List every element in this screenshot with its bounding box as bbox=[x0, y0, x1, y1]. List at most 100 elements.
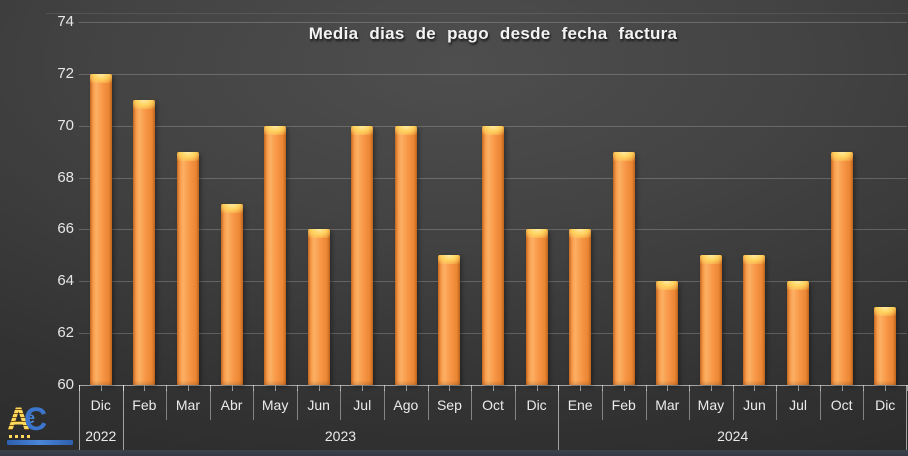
bar-ago-2023[interactable] bbox=[395, 126, 417, 385]
x-axis-tick bbox=[384, 385, 385, 391]
x-axis-tick bbox=[885, 385, 886, 391]
x-axis-month-label: Mar bbox=[175, 397, 200, 413]
x-axis-tick bbox=[624, 385, 625, 391]
bar-ene-2024[interactable] bbox=[569, 229, 591, 385]
x-axis-tick bbox=[471, 385, 472, 391]
y-axis-label-64: 64 bbox=[57, 272, 74, 289]
x-axis-month-label: Jul bbox=[353, 397, 372, 413]
x-axis-tick bbox=[537, 385, 538, 391]
x-axis-tick bbox=[667, 385, 668, 391]
month-separator bbox=[253, 390, 254, 420]
bar-mar-2023[interactable] bbox=[177, 152, 199, 385]
month-separator bbox=[863, 390, 864, 420]
y-axis-label-62: 62 bbox=[57, 324, 74, 341]
year-separator bbox=[558, 385, 559, 451]
x-axis-month-label: Abr bbox=[220, 397, 243, 413]
x-axis-tick bbox=[820, 385, 821, 391]
bottom-edge-strip bbox=[0, 450, 908, 456]
logo-letter-e: e bbox=[26, 410, 36, 427]
x-axis-tick bbox=[776, 385, 777, 391]
month-separator bbox=[384, 390, 385, 420]
x-axis-tick bbox=[733, 385, 734, 391]
x-axis-tick bbox=[232, 385, 233, 391]
x-axis-year-label-2024: 2024 bbox=[717, 428, 749, 444]
bar-oct-2023[interactable] bbox=[482, 126, 504, 385]
x-axis-tick bbox=[798, 385, 799, 391]
x-axis-month-label: May bbox=[261, 397, 289, 413]
x-axis-tick bbox=[210, 385, 211, 391]
bar-feb-2023[interactable] bbox=[133, 100, 155, 385]
month-separator bbox=[166, 390, 167, 420]
x-axis-month-label: Feb bbox=[132, 397, 157, 413]
x-axis-tick bbox=[646, 385, 647, 391]
x-axis-tick bbox=[580, 385, 581, 391]
month-separator bbox=[689, 390, 690, 420]
month-separator bbox=[428, 390, 429, 420]
bar-dic-2023[interactable] bbox=[526, 229, 548, 385]
month-separator bbox=[297, 390, 298, 420]
bar-sep-2023[interactable] bbox=[438, 255, 460, 385]
y-axis-label-70: 70 bbox=[57, 117, 74, 134]
bar-abr-2023[interactable] bbox=[221, 204, 243, 385]
bar-jul-2023[interactable] bbox=[351, 126, 373, 385]
x-axis-tick bbox=[188, 385, 189, 391]
logo-letter-a: A bbox=[7, 401, 31, 437]
logo-banner bbox=[7, 440, 73, 445]
x-axis-month-label: Jul bbox=[789, 397, 807, 413]
y-axis-label-74: 74 bbox=[57, 13, 74, 30]
x-axis-tick bbox=[515, 385, 516, 391]
x-axis-tick bbox=[319, 385, 320, 391]
bar-jun-2023[interactable] bbox=[308, 229, 330, 385]
y-axis-label-68: 68 bbox=[57, 169, 74, 186]
gridline-74 bbox=[79, 22, 907, 23]
x-axis-tick bbox=[754, 385, 755, 391]
x-axis-tick bbox=[253, 385, 254, 391]
month-separator bbox=[515, 390, 516, 420]
bar-dic-2022[interactable] bbox=[90, 74, 112, 385]
x-axis-tick bbox=[711, 385, 712, 391]
x-axis-month-label: Dic bbox=[90, 397, 111, 413]
bar-mar-2024[interactable] bbox=[656, 281, 678, 385]
aec-logo: A e C bbox=[7, 402, 79, 450]
x-axis-month-label: Mar bbox=[655, 397, 680, 413]
x-axis-tick bbox=[602, 385, 603, 391]
x-axis-tick bbox=[144, 385, 145, 391]
x-axis-tick bbox=[689, 385, 690, 391]
x-axis-tick bbox=[428, 385, 429, 391]
x-axis-month-label: Dic bbox=[875, 397, 896, 413]
y-axis-label-72: 72 bbox=[57, 65, 74, 82]
top-divider-line bbox=[46, 13, 908, 14]
bar-feb-2024[interactable] bbox=[613, 152, 635, 385]
x-axis-tick bbox=[842, 385, 843, 391]
bar-jun-2024[interactable] bbox=[743, 255, 765, 385]
x-axis-tick bbox=[449, 385, 450, 391]
bar-dic-2024[interactable] bbox=[874, 307, 896, 385]
x-axis-month-label: Dic bbox=[526, 397, 547, 413]
year-separator bbox=[123, 385, 124, 451]
x-axis-right-edge bbox=[906, 385, 907, 451]
x-axis-month-label: May bbox=[697, 397, 725, 413]
x-axis-month-label: Oct bbox=[482, 397, 504, 413]
month-separator bbox=[820, 390, 821, 420]
bar-may-2023[interactable] bbox=[264, 126, 286, 385]
x-axis-tick bbox=[340, 385, 341, 391]
x-axis-month-label: Ago bbox=[393, 397, 419, 413]
x-axis-tick bbox=[297, 385, 298, 391]
x-axis-tick bbox=[493, 385, 494, 391]
month-separator bbox=[733, 390, 734, 420]
x-axis-month-label: Sep bbox=[436, 397, 462, 413]
x-axis-year-label-2022: 2022 bbox=[85, 428, 117, 444]
logo-letter-c: C bbox=[24, 401, 48, 437]
chart-title: Media dias de pago desde fecha factura bbox=[308, 24, 678, 43]
bar-may-2024[interactable] bbox=[700, 255, 722, 385]
x-axis-tick bbox=[166, 385, 167, 391]
bar-jul-2024[interactable] bbox=[787, 281, 809, 385]
x-axis-month-label: Jun bbox=[307, 397, 330, 413]
x-axis-year-label-2023: 2023 bbox=[324, 428, 357, 444]
x-axis-month-label: Oct bbox=[830, 397, 853, 413]
x-axis-month-label: Ene bbox=[567, 397, 593, 413]
logo-dots bbox=[9, 435, 33, 438]
bar-oct-2024[interactable] bbox=[831, 152, 853, 385]
